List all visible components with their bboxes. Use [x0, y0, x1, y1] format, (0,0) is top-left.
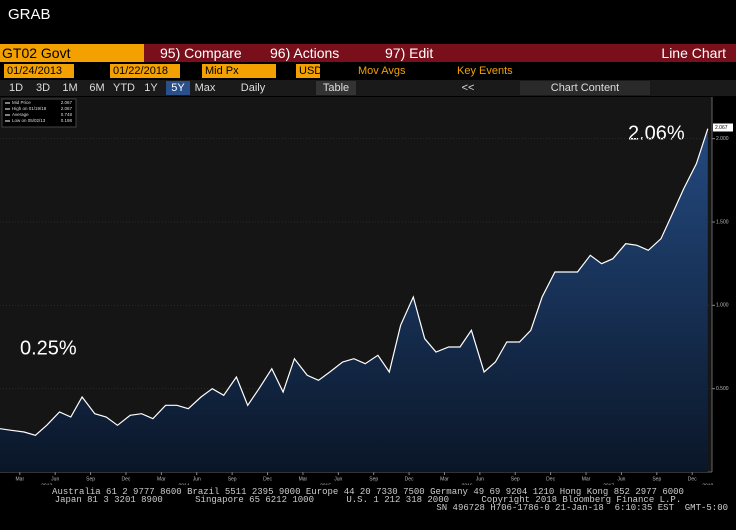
range-button[interactable]: 5Y: [166, 81, 190, 95]
range-button[interactable]: 6M: [89, 82, 105, 94]
x-tick-label: Dec: [688, 476, 697, 482]
footer-line: Australia 61 2 9777 8600 Brazil 5511 239…: [52, 487, 684, 497]
x-tick-label: Jun: [617, 476, 625, 482]
range-button[interactable]: 1Y: [144, 82, 158, 94]
menu-item[interactable]: 95) Compare: [160, 45, 242, 61]
legend-value: 2.067: [61, 100, 73, 105]
range-button[interactable]: YTD: [113, 82, 135, 94]
year-label: 2014: [178, 483, 189, 485]
area: [0, 128, 708, 472]
menu-item[interactable]: 97) Edit: [385, 45, 434, 61]
period[interactable]: Daily: [240, 82, 266, 94]
price-tag-label: 2.067: [715, 125, 728, 131]
legend-value: 0.748: [61, 112, 73, 117]
start-date[interactable]: 01/24/2013: [4, 64, 74, 78]
annotation: 0.25%: [20, 337, 77, 359]
legend-value: 0.198: [61, 118, 73, 123]
axis-background: [712, 97, 736, 472]
year-label: 2013: [41, 483, 52, 485]
menu-bar: GT02 Govt 95) Compare 96) Actions 97) Ed…: [0, 44, 736, 62]
legend-label: Low on 05/02/13: [12, 118, 46, 123]
year-label: 2018: [702, 483, 713, 485]
key-events[interactable]: Key Events: [457, 65, 513, 77]
menu-item[interactable]: 96) Actions: [270, 45, 340, 61]
nav-button[interactable]: <<: [461, 82, 475, 94]
annotation: 2.06%: [628, 122, 685, 144]
year-label: 2016: [462, 483, 473, 485]
legend-label: Mid Price: [12, 100, 31, 105]
x-tick-label: Dec: [546, 476, 555, 482]
line: [0, 128, 709, 436]
year-label: 2017: [603, 483, 614, 485]
x-tick-label: Sep: [228, 476, 237, 482]
y-tick-label: 1.000: [716, 303, 729, 309]
controls-bar: 01/24/2013 01/22/2018 Mid Px USD Mov Avg…: [0, 62, 736, 80]
y-tick-label: 1.500: [716, 219, 729, 225]
legend-label: Average: [12, 112, 29, 117]
x-tick-label: Jun: [476, 476, 484, 482]
footer-line: SN 496728 H706-1786-0 21-Jan-18 6:10:35 …: [436, 503, 728, 513]
mov-avgs[interactable]: Mov Avgs: [358, 65, 406, 77]
range-button[interactable]: Max: [194, 82, 216, 94]
x-tick-label: Jun: [51, 476, 59, 482]
currency[interactable]: USD: [296, 64, 322, 78]
field[interactable]: Mid Px: [202, 64, 276, 78]
range-button[interactable]: 3D: [35, 82, 51, 94]
price-tag: [713, 123, 733, 132]
end-date[interactable]: 01/22/2018: [110, 64, 180, 78]
security[interactable]: GT02 Govt: [0, 44, 144, 62]
x-tick-label: Sep: [369, 476, 378, 482]
x-tick-label: Mar: [16, 476, 25, 482]
chart: 0.25% 2.06% 0.500 1.000 1.500 2.000 Mar Jun Se…: [0, 97, 736, 485]
x-tick-label: Mar: [157, 476, 166, 482]
legend-box: [1, 98, 77, 128]
x-tick-label: Dec: [263, 476, 272, 482]
x-tick-label: Mar: [299, 476, 308, 482]
legend-value: 2.067: [61, 106, 73, 111]
range-button[interactable]: 1M: [62, 82, 78, 94]
legend-label: High on 01/19/18: [12, 106, 47, 111]
range-bar: Daily Table << Chart Content 1D 3D 1M 6M YTD…: [0, 80, 736, 96]
year-label: 2015: [320, 483, 331, 485]
x-tick-label: Dec: [405, 476, 414, 482]
table-button[interactable]: Table: [316, 81, 356, 95]
x-tick-label: Sep: [511, 476, 520, 482]
app-title: GRAB: [8, 6, 51, 23]
range-button[interactable]: 1D: [8, 82, 24, 94]
x-tick-label: Sep: [652, 476, 661, 482]
x-tick-label: Sep: [86, 476, 95, 482]
x-tick-label: Dec: [122, 476, 131, 482]
footer-line: Japan 81 3 3201 8900 Singapore 65 6212 1…: [54, 495, 682, 505]
view-name[interactable]: Line Chart: [661, 45, 726, 61]
x-tick-label: Mar: [440, 476, 449, 482]
chart-content[interactable]: Chart Content: [520, 81, 650, 95]
y-tick-label: 2.000: [716, 136, 729, 142]
x-tick-label: Jun: [334, 476, 342, 482]
x-tick-label: Jun: [193, 476, 201, 482]
y-tick-label: 0.500: [716, 386, 729, 392]
x-tick-label: Mar: [582, 476, 591, 482]
